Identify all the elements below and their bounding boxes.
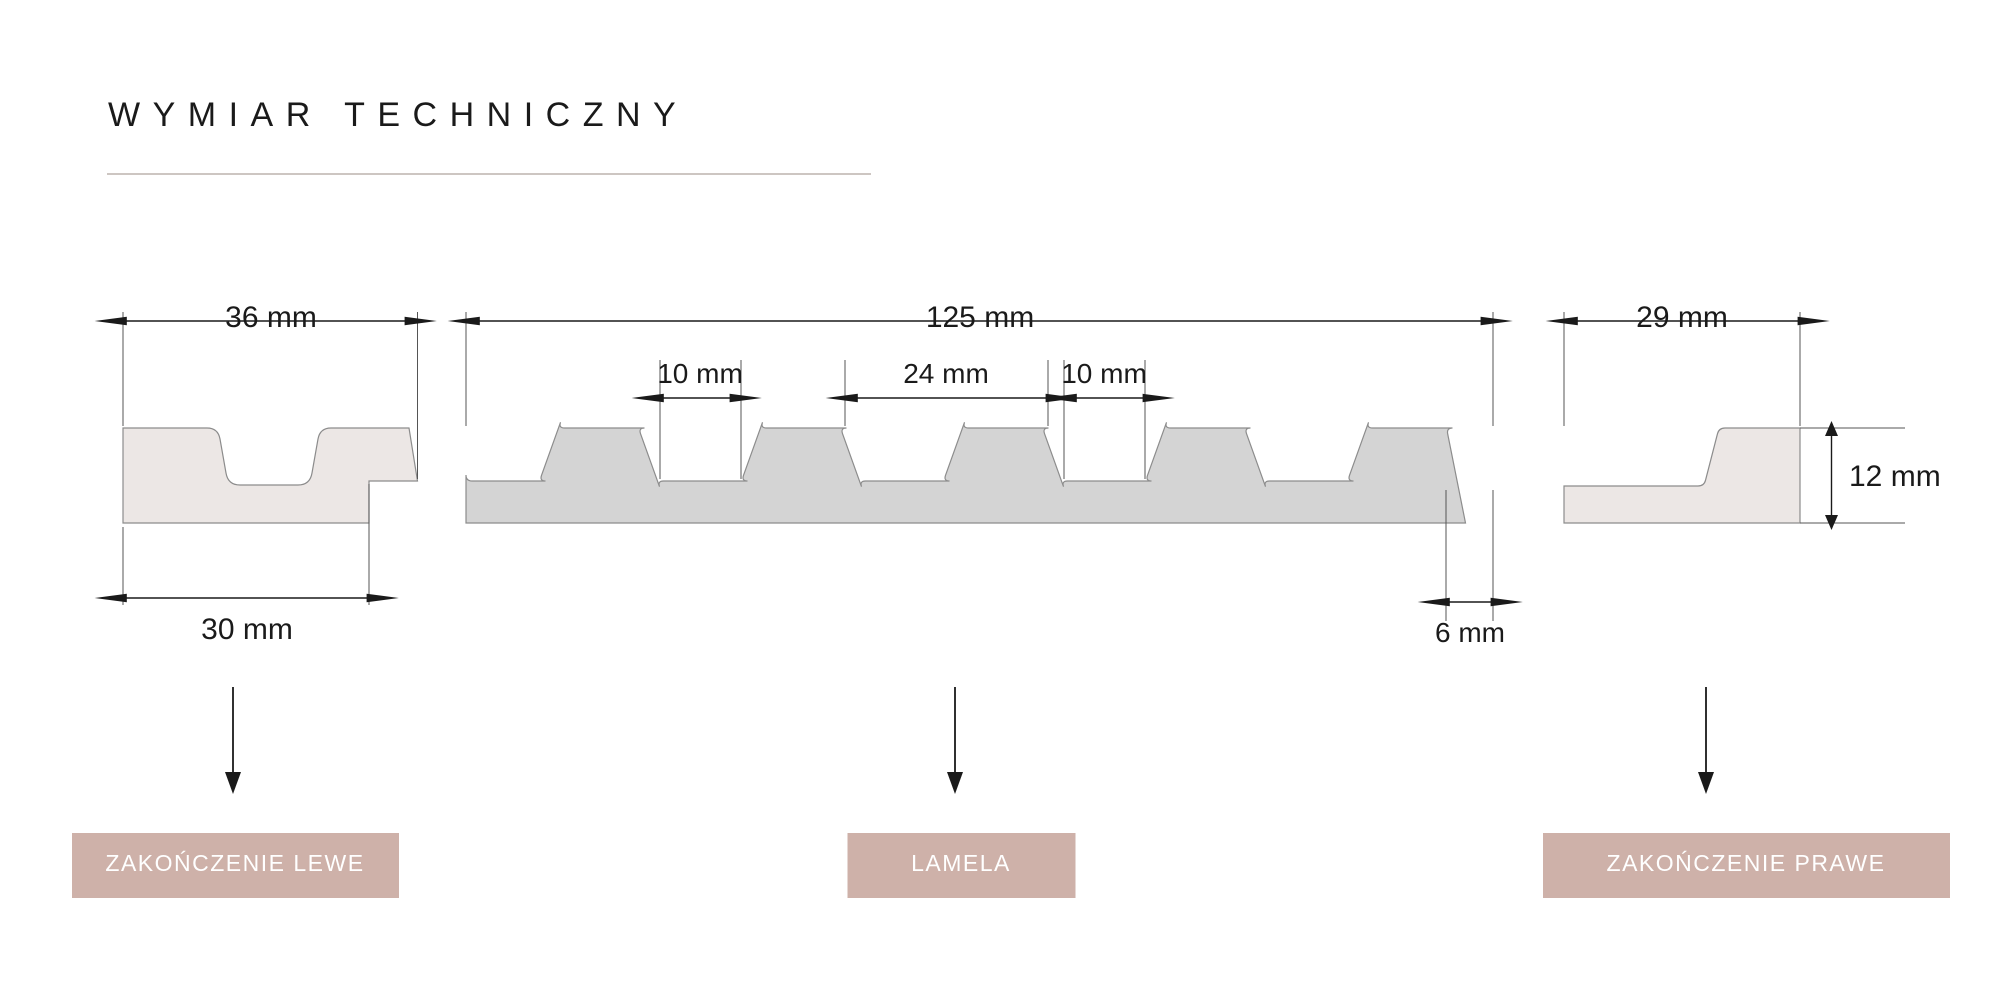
svg-text:10 mm: 10 mm xyxy=(657,358,743,389)
svg-text:29 mm: 29 mm xyxy=(1636,301,1728,334)
svg-text:ZAKOŃCZENIE LEWE: ZAKOŃCZENIE LEWE xyxy=(105,850,364,876)
svg-text:6 mm: 6 mm xyxy=(1435,617,1505,648)
svg-text:ZAKOŃCZENIE PRAWE: ZAKOŃCZENIE PRAWE xyxy=(1607,850,1886,876)
svg-text:24 mm: 24 mm xyxy=(903,358,989,389)
svg-text:30 mm: 30 mm xyxy=(201,613,293,646)
svg-text:36 mm: 36 mm xyxy=(225,301,317,334)
svg-text:12 mm: 12 mm xyxy=(1849,460,1941,493)
svg-text:10 mm: 10 mm xyxy=(1061,358,1147,389)
svg-text:125 mm: 125 mm xyxy=(926,301,1034,334)
svg-text:LAMELA: LAMELA xyxy=(911,850,1011,876)
